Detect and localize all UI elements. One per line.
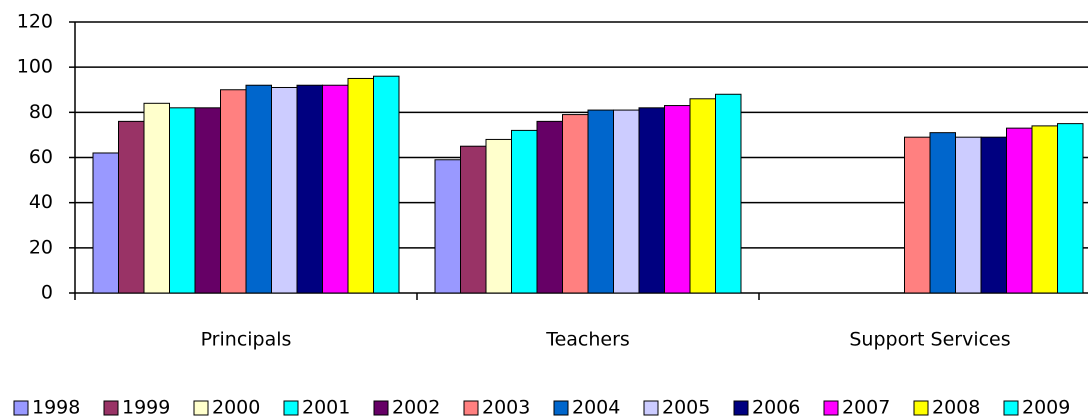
bar — [562, 114, 589, 294]
bar — [955, 136, 982, 294]
legend-label: 2007 — [842, 397, 890, 419]
bar — [904, 136, 931, 294]
bar — [1057, 123, 1084, 294]
legend-label: 2009 — [1022, 397, 1070, 419]
y-tick-label: 0 — [41, 282, 53, 304]
legend-label: 2001 — [302, 397, 350, 419]
legend-label: 2005 — [662, 397, 710, 419]
legend-label: 2003 — [482, 397, 530, 419]
legend-swatch — [13, 400, 29, 416]
bar — [92, 152, 119, 294]
y-tick-label: 120 — [17, 11, 53, 33]
bar — [347, 77, 374, 294]
bar — [613, 109, 640, 294]
bar — [587, 109, 614, 294]
bar — [1031, 125, 1058, 294]
legend-label: 2002 — [392, 397, 440, 419]
bar — [715, 93, 742, 294]
y-tick-label: 100 — [17, 56, 53, 78]
legend-label: 2004 — [572, 397, 620, 419]
bar — [143, 102, 170, 294]
bar — [271, 86, 298, 294]
bar — [638, 107, 665, 294]
legend-label: 2000 — [212, 397, 260, 419]
x-tick-label: Teachers — [545, 329, 630, 351]
bar — [434, 159, 461, 294]
legend-label: 2008 — [932, 397, 980, 419]
legend-label: 2006 — [752, 397, 800, 419]
bar — [118, 120, 145, 294]
bar — [194, 107, 221, 294]
bar — [511, 129, 538, 294]
legend-swatch — [373, 400, 389, 416]
legend-swatch — [283, 400, 299, 416]
legend-swatch — [463, 400, 479, 416]
legend-swatch — [733, 400, 749, 416]
legend-swatch — [823, 400, 839, 416]
bar — [245, 84, 272, 294]
bar — [373, 75, 400, 294]
bar — [460, 145, 487, 294]
legend-swatch — [643, 400, 659, 416]
legend-swatch — [1003, 400, 1019, 416]
bar — [689, 98, 716, 294]
bar — [536, 120, 563, 294]
y-tick-label: 20 — [29, 236, 53, 258]
bar — [169, 107, 196, 294]
bar — [664, 105, 691, 294]
bar — [485, 138, 512, 294]
x-tick-label: Principals — [201, 329, 292, 351]
legend-swatch — [193, 400, 209, 416]
bar — [296, 84, 323, 294]
bar — [220, 89, 247, 294]
legend-swatch — [913, 400, 929, 416]
legend-label: 1999 — [122, 397, 170, 419]
bar — [322, 84, 349, 294]
legend-swatch — [103, 400, 119, 416]
legend-swatch — [553, 400, 569, 416]
y-tick-label: 80 — [29, 101, 53, 123]
legend-label: 1998 — [32, 397, 80, 419]
x-tick-label: Support Services — [849, 329, 1010, 351]
bar — [1006, 127, 1033, 294]
bar — [929, 132, 956, 294]
bar — [980, 136, 1007, 294]
y-tick-label: 60 — [29, 146, 53, 168]
y-tick-label: 40 — [29, 191, 53, 213]
